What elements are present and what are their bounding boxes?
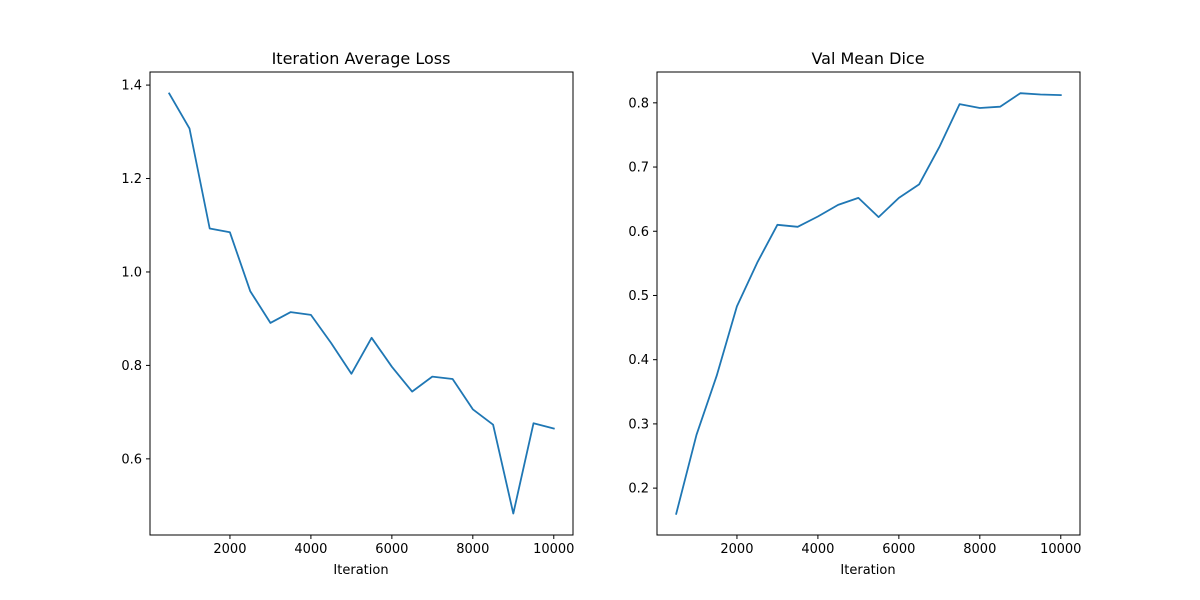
loss-y-tick-label: 0.6 <box>121 452 142 467</box>
loss-chart-panel: Iteration Average Loss 2000 4000 6000 8000 1… <box>121 49 574 578</box>
dice-chart-frame <box>656 71 1081 536</box>
dice-chart-x-axis-label: Iteration <box>840 563 895 578</box>
loss-x-tick-label: 4000 <box>294 542 327 557</box>
loss-chart-frame <box>149 71 574 536</box>
dice-x-tick-label: 2000 <box>720 542 753 557</box>
dice-chart-y-ticks: 0.2 0.3 0.4 0.5 0.6 0.7 0.8 <box>628 96 657 497</box>
loss-chart-x-ticks: 2000 4000 6000 8000 10000 <box>213 535 574 557</box>
dice-x-tick-label: 4000 <box>801 542 834 557</box>
dice-x-tick-label: 8000 <box>963 542 996 557</box>
dice-y-tick-label: 0.8 <box>628 96 649 111</box>
loss-chart-y-ticks: 0.6 0.8 1.0 1.2 1.4 <box>121 79 150 467</box>
loss-y-tick-label: 0.8 <box>121 359 142 374</box>
dice-y-tick-label: 0.2 <box>628 482 649 497</box>
loss-y-tick-label: 1.0 <box>121 265 142 280</box>
loss-chart-x-axis-label: Iteration <box>333 563 388 578</box>
dice-y-tick-label: 0.3 <box>628 417 649 432</box>
loss-y-tick-label: 1.4 <box>121 79 142 94</box>
dice-y-tick-label: 0.5 <box>628 289 649 304</box>
dice-y-tick-label: 0.7 <box>628 161 649 176</box>
loss-y-tick-label: 1.2 <box>121 172 142 187</box>
loss-chart-title: Iteration Average Loss <box>272 49 451 68</box>
dice-x-tick-label: 6000 <box>882 542 915 557</box>
loss-x-tick-label: 10000 <box>533 542 574 557</box>
dice-series-line <box>675 92 1062 515</box>
loss-series-line <box>167 92 555 515</box>
dice-chart-panel: Val Mean Dice 2000 4000 6000 8000 10000 0.20… <box>628 49 1081 578</box>
loss-x-tick-label: 8000 <box>456 542 489 557</box>
loss-x-tick-label: 6000 <box>375 542 408 557</box>
dice-chart-title: Val Mean Dice <box>811 49 924 68</box>
dice-x-tick-label: 10000 <box>1040 542 1081 557</box>
dice-y-tick-label: 0.6 <box>628 225 649 240</box>
loss-x-tick-label: 2000 <box>213 542 246 557</box>
dice-chart-x-ticks: 2000 4000 6000 8000 10000 <box>720 535 1081 557</box>
dice-y-tick-label: 0.4 <box>628 353 649 368</box>
